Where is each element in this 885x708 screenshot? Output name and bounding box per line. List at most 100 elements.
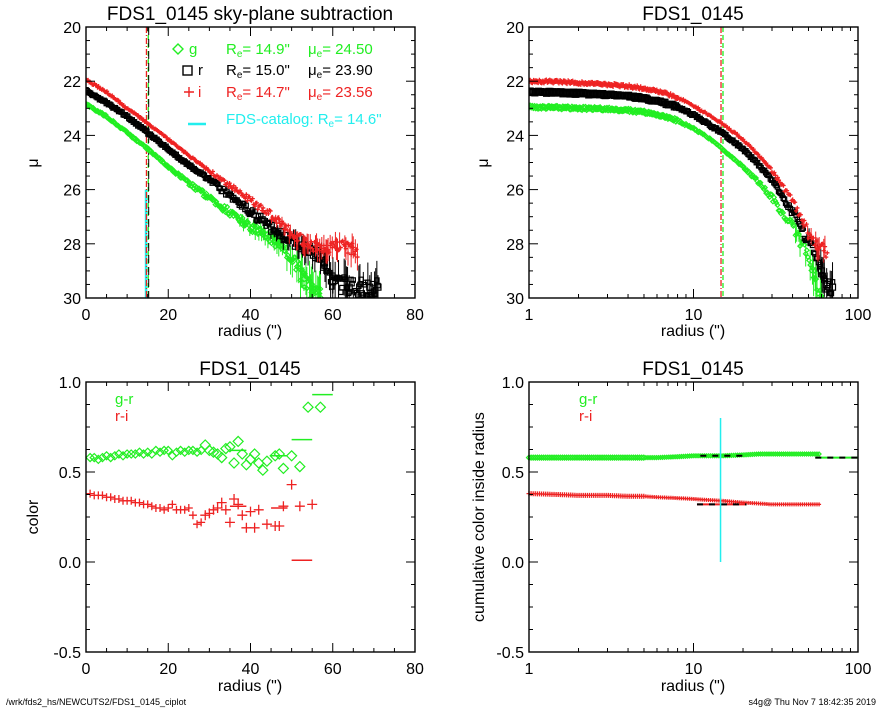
legend-item-catalog: FDS-catalog: Re= 14.6" [188, 111, 382, 130]
data-point-plus [266, 211, 271, 217]
data-point-plus [188, 511, 197, 520]
data-point-plus [294, 501, 305, 512]
chart-title: FDS1_0145 [642, 359, 743, 380]
y-tick-label: -0.5 [496, 645, 524, 662]
legend-re: Re= 14.7" [226, 84, 290, 103]
x-axis-label: radius (") [218, 678, 282, 695]
data-point-diamond [772, 197, 779, 204]
data-point-diamond [780, 209, 787, 216]
panel-profile-linear: FDS1_0145 sky-plane subtraction 0 20 40 60 8… [25, 4, 424, 340]
data-point-plus [86, 489, 95, 498]
data-point-diamond [638, 454, 646, 461]
data-point-plus [793, 208, 799, 214]
data-point-plus [311, 249, 316, 254]
data-point-diamond [288, 257, 295, 264]
data-point-plus [210, 169, 216, 174]
data-point-diamond [199, 187, 206, 194]
data-point-plus [811, 235, 816, 241]
data-point-diamond [213, 198, 220, 205]
data-point-diamond [529, 103, 533, 112]
data-point-diamond [163, 445, 174, 456]
data-point-plus [761, 158, 767, 163]
x-tick-label: 80 [406, 307, 424, 324]
data-point-plus [285, 227, 290, 233]
data-point-square [265, 220, 272, 227]
data-point-plus [798, 212, 803, 217]
data-point-plus [270, 214, 275, 220]
data-point-plus [310, 246, 315, 251]
legend-re: Re= 14.9" [226, 41, 290, 60]
data-point-plus [243, 196, 248, 201]
data-point-plus [773, 173, 778, 178]
data-point-diamond [285, 449, 298, 462]
data-point-plus [298, 232, 304, 237]
data-point-plus [237, 510, 248, 521]
data-point-plus [254, 200, 260, 206]
legend-band: g [189, 41, 197, 58]
data-point-diamond [122, 449, 132, 459]
data-point-diamond [236, 448, 249, 460]
data-point-plus [121, 103, 126, 108]
legend: g Re= 14.9" μe= 24.50 r Re= 15.0" μe= 23… [172, 41, 382, 130]
data-point-plus [168, 500, 177, 509]
y-tick-label: -0.5 [53, 645, 81, 662]
data-point-plus [217, 175, 223, 180]
x-tick-label: 10 [685, 661, 703, 678]
data-point-plus [268, 208, 273, 214]
data-point-square [345, 290, 352, 297]
plot-marks [529, 27, 837, 298]
diamond-marker-icon [172, 43, 184, 55]
data-point-plus [147, 502, 156, 511]
x-tick-label: 60 [324, 307, 342, 324]
data-point-diamond [775, 207, 782, 214]
data-point-plus [784, 188, 790, 193]
data-point-plus [106, 493, 115, 502]
y-tick-label: 24 [506, 128, 524, 145]
plot-frame [85, 381, 416, 653]
data-point-diamond [273, 448, 286, 460]
x-tick-label: 10 [685, 307, 703, 324]
data-point-plus [184, 504, 193, 512]
data-point-plus [233, 499, 244, 510]
data-point-plus [274, 521, 285, 531]
x-tick-label: 1 [525, 307, 534, 324]
data-point-diamond [192, 447, 202, 458]
axes: 0 20 40 60 80 -0.5 0.0 0.5 1.0 [53, 375, 424, 678]
data-point-plus [278, 223, 284, 229]
legend-mu: μe= 23.56 [308, 84, 373, 103]
data-point-plus [818, 244, 823, 249]
y-tick-label: 20 [63, 20, 81, 37]
y-tick-label: 22 [506, 74, 524, 91]
data-point-plus [193, 520, 202, 529]
data-point-diamond [277, 462, 290, 475]
data-point-plus [250, 196, 255, 201]
y-tick-label: 30 [506, 291, 524, 308]
data-point-plus [233, 185, 239, 190]
data-point-diamond [774, 202, 781, 209]
data-point-diamond [138, 449, 149, 459]
data-point-diamond [142, 447, 153, 458]
footer-timestamp: s4g@ Thu Nov 7 18:42:35 2019 [748, 697, 876, 707]
x-tick-label: 100 [845, 661, 872, 678]
data-point-plus [127, 496, 136, 505]
data-point-diamond [269, 449, 282, 462]
y-tick-label: 22 [63, 74, 81, 91]
data-point-plus [804, 221, 809, 227]
plot-marks [525, 418, 858, 562]
data-point-diamond [207, 193, 214, 200]
data-point-plus [792, 200, 798, 205]
data-point-square [350, 277, 356, 283]
y-tick-label: 0.5 [59, 465, 81, 482]
plot-marks [86, 27, 382, 303]
data-point-diamond [316, 299, 320, 303]
data-point-diamond [751, 175, 758, 182]
data-point-square [339, 284, 345, 291]
data-point-plus [227, 180, 232, 186]
data-point-plus [788, 192, 793, 198]
data-point-diamond [638, 107, 646, 116]
x-tick-label: 40 [242, 307, 260, 324]
data-point-plus [216, 497, 227, 508]
data-point-plus [290, 232, 295, 238]
data-point-plus [696, 105, 701, 110]
footer-path: /wrk/fds2_hs/NEWCUTS2/FDS1_0145_ciplot [6, 697, 187, 707]
